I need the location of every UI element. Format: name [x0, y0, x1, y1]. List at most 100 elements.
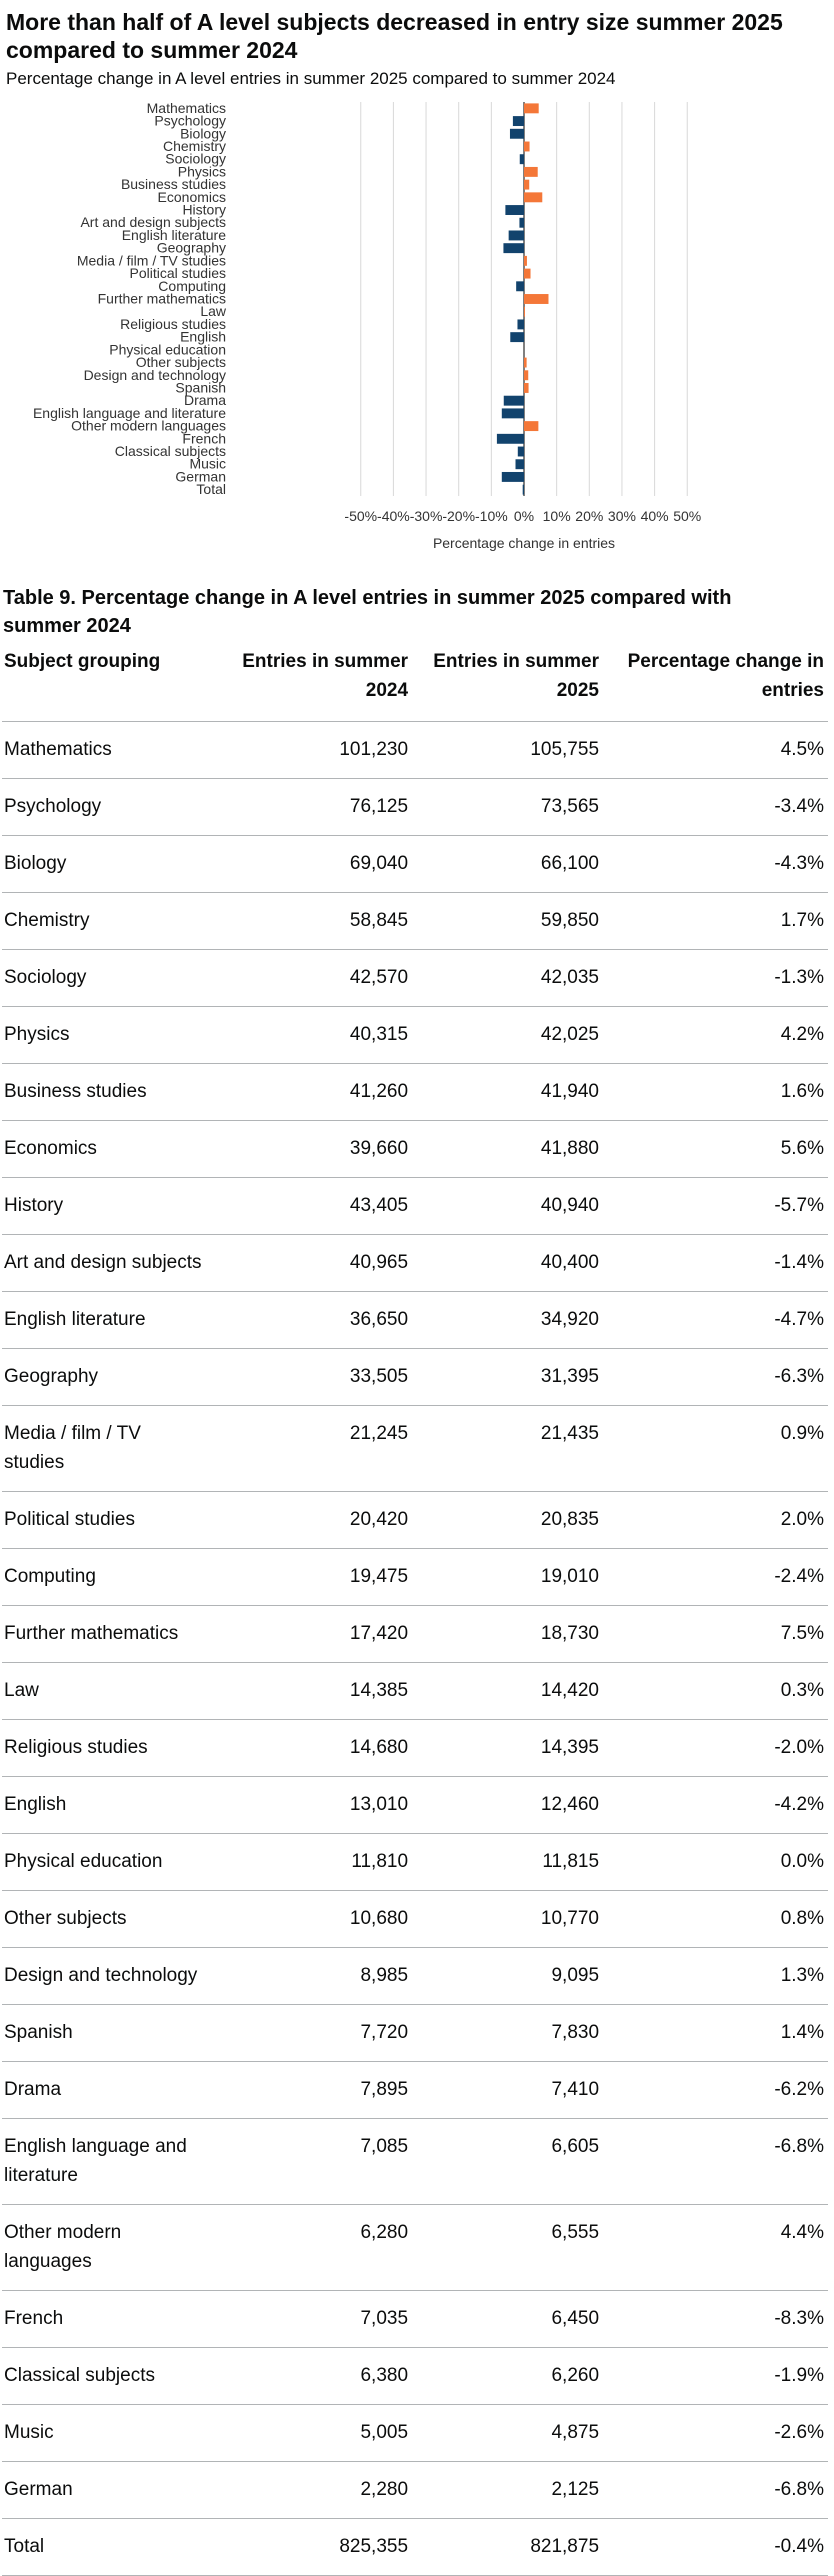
category-label: Chemistry [163, 138, 226, 154]
cell-entries-2024: 40,315 [207, 1006, 413, 1064]
cell-percentage-change: -4.3% [603, 835, 828, 893]
cell-subject: Drama [2, 2061, 208, 2119]
table-row: Mathematics 101,230 105,755 4.5% [2, 721, 828, 779]
bar [515, 459, 524, 470]
bar [501, 471, 524, 482]
category-label: Mathematics [147, 100, 226, 116]
cell-percentage-change: -0.4% [603, 2518, 828, 2576]
cell-subject: Further mathematics [2, 1605, 208, 1663]
category-label: Further mathematics [98, 291, 226, 307]
cell-percentage-change: -2.0% [603, 1719, 828, 1777]
cell-entries-2025: 2,125 [412, 2461, 604, 2519]
category-label: History [182, 202, 226, 218]
cell-subject: Geography [2, 1348, 208, 1406]
cell-percentage-change: -2.6% [603, 2404, 828, 2462]
bar [524, 306, 525, 317]
cell-entries-2024: 14,385 [207, 1662, 413, 1720]
cell-entries-2025: 73,565 [412, 778, 604, 836]
table-row: Geography 33,505 31,395 -6.3% [2, 1348, 828, 1406]
cell-entries-2024: 17,420 [207, 1605, 413, 1663]
cell-entries-2024: 11,810 [207, 1833, 413, 1891]
cell-entries-2025: 41,880 [412, 1120, 604, 1178]
cell-percentage-change: -6.8% [603, 2118, 828, 2205]
cell-entries-2024: 13,010 [207, 1776, 413, 1834]
category-label: English language and literature [33, 405, 226, 421]
table-row: English literature 36,650 34,920 -4.7% [2, 1291, 828, 1349]
cell-subject: Mathematics [2, 721, 208, 779]
category-label: German [175, 468, 226, 484]
table-row: English language and literature 7,085 6,60… [2, 2118, 828, 2205]
x-tick-label: 0% [514, 508, 534, 524]
cell-entries-2024: 14,680 [207, 1719, 413, 1777]
bar [516, 281, 524, 292]
category-label: Physical education [109, 341, 226, 357]
cell-subject: Religious studies [2, 1719, 208, 1777]
category-label: English literature [122, 227, 226, 243]
cell-entries-2025: 6,555 [412, 2204, 604, 2291]
category-label: English [180, 329, 226, 345]
cell-percentage-change: 0.0% [603, 1833, 828, 1891]
table-body: Mathematics 101,230 105,755 4.5% Psychology 7… [2, 721, 828, 2576]
cell-subject: Classical subjects [2, 2347, 208, 2405]
table-row: Further mathematics 17,420 18,730 7.5% [2, 1605, 828, 1663]
category-label: Psychology [154, 113, 226, 129]
bar [501, 408, 524, 419]
x-tick-label: 50% [673, 508, 701, 524]
table-row: Physical education 11,810 11,815 0.0% [2, 1833, 828, 1891]
cell-subject: Sociology [2, 949, 208, 1007]
cell-entries-2025: 821,875 [412, 2518, 604, 2576]
x-tick-label: -40% [377, 508, 410, 524]
bar [512, 116, 524, 127]
cell-percentage-change: -1.9% [603, 2347, 828, 2405]
cell-entries-2025: 21,435 [412, 1405, 604, 1492]
cell-entries-2024: 7,895 [207, 2061, 413, 2119]
cell-entries-2025: 19,010 [412, 1548, 604, 1606]
cell-percentage-change: -6.3% [603, 1348, 828, 1406]
x-tick-label: -10% [475, 508, 508, 524]
cell-subject: History [2, 1177, 208, 1235]
cell-entries-2025: 34,920 [412, 1291, 604, 1349]
cell-percentage-change: 5.6% [603, 1120, 828, 1178]
table-row: French 7,035 6,450 -8.3% [2, 2290, 828, 2348]
cell-entries-2024: 41,260 [207, 1063, 413, 1121]
cell-entries-2025: 14,420 [412, 1662, 604, 1720]
category-label: Physics [178, 163, 226, 179]
cell-entries-2024: 5,005 [207, 2404, 413, 2462]
table-row: Total 825,355 821,875 -0.4% [2, 2518, 828, 2576]
cell-entries-2024: 69,040 [207, 835, 413, 893]
cell-entries-2024: 19,475 [207, 1548, 413, 1606]
cell-entries-2024: 42,570 [207, 949, 413, 1007]
cell-entries-2024: 7,035 [207, 2290, 413, 2348]
bar [519, 154, 524, 165]
cell-subject: German [2, 2461, 208, 2519]
column-header-entries-2024: Entries in summer 2024 [207, 643, 413, 722]
cell-percentage-change: 4.2% [603, 1006, 828, 1064]
cell-subject: English language and literature [2, 2118, 208, 2205]
x-tick-label: 40% [641, 508, 669, 524]
cell-percentage-change: -3.4% [603, 778, 828, 836]
cell-entries-2025: 14,395 [412, 1719, 604, 1777]
bar [524, 255, 527, 266]
table-row: Design and technology 8,985 9,095 1.3% [2, 1947, 828, 2005]
cell-percentage-change: -4.7% [603, 1291, 828, 1349]
table-row: Biology 69,040 66,100 -4.3% [2, 835, 828, 893]
cell-subject: Political studies [2, 1491, 208, 1549]
cell-percentage-change: 1.7% [603, 892, 828, 950]
category-label: Computing [158, 278, 226, 294]
cell-subject: Biology [2, 835, 208, 893]
entries-table: Subject grouping Entries in summer 2024 … [2, 643, 828, 2576]
cell-entries-2025: 40,400 [412, 1234, 604, 1292]
cell-subject: Business studies [2, 1063, 208, 1121]
category-label: Business studies [121, 176, 226, 192]
cell-entries-2024: 20,420 [207, 1491, 413, 1549]
cell-entries-2025: 18,730 [412, 1605, 604, 1663]
table-row: Music 5,005 4,875 -2.6% [2, 2404, 828, 2462]
cell-entries-2024: 10,680 [207, 1890, 413, 1948]
x-axis-title: Percentage change in entries [433, 535, 615, 551]
table-row: Chemistry 58,845 59,850 1.7% [2, 892, 828, 950]
cell-percentage-change: -6.8% [603, 2461, 828, 2519]
category-label: Economics [158, 189, 226, 205]
bar [519, 217, 524, 228]
table-row: Political studies 20,420 20,835 2.0% [2, 1491, 828, 1549]
bar [524, 179, 530, 190]
